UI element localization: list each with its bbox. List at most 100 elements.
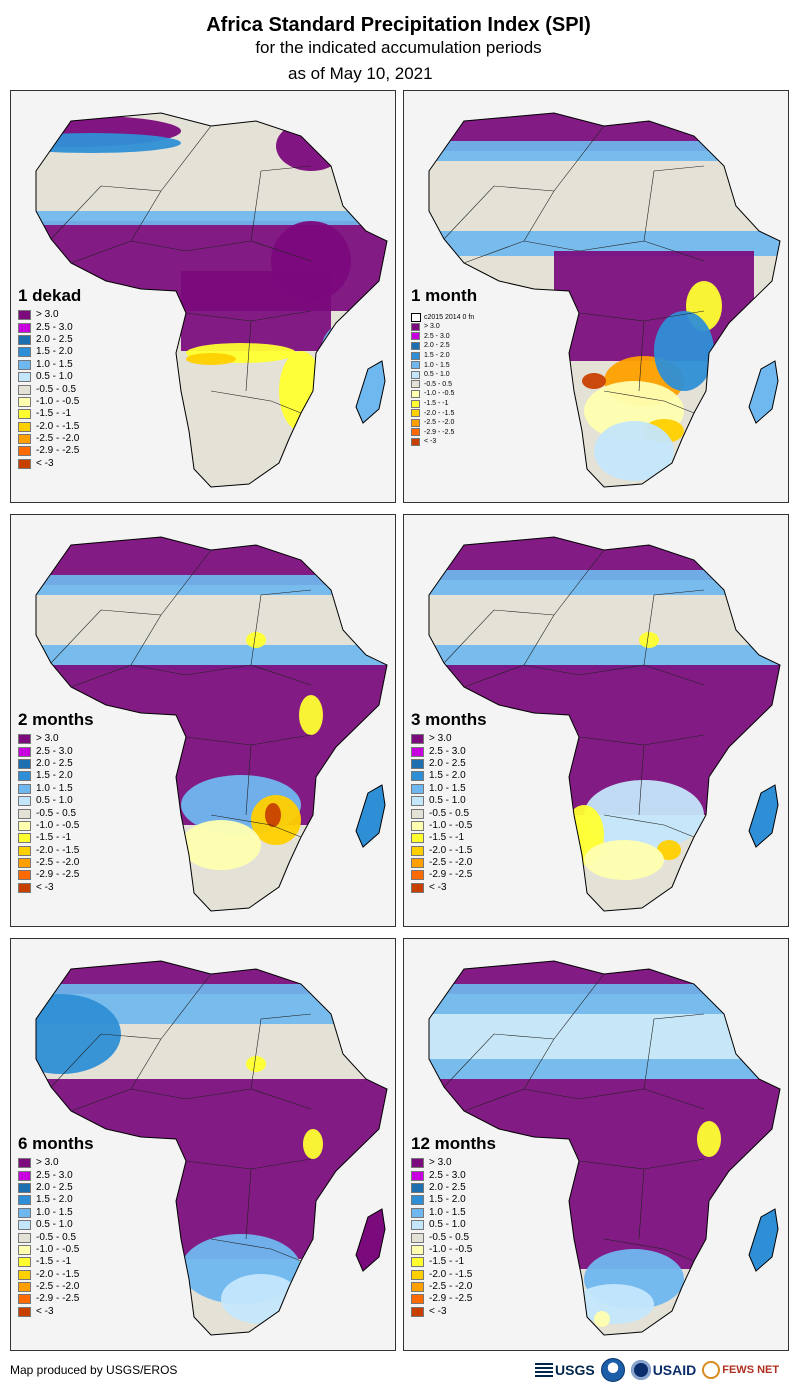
map-panel-3-months: 3 months > 3.0 2.5 - 3.0 2.0 - 2.5 1.5 - 2.… xyxy=(403,514,789,927)
legend-label: -0.5 - 0.5 xyxy=(36,1231,77,1243)
legend-swatch xyxy=(18,421,31,432)
legend-item: -2.0 - -1.5 xyxy=(18,1269,79,1281)
legend-swatch xyxy=(18,1182,31,1193)
map-panel-12-months: 12 months > 3.0 2.5 - 3.0 2.0 - 2.5 1.5 - 2… xyxy=(403,938,789,1351)
legend-item: 2.5 - 3.0 xyxy=(18,1169,79,1181)
legend-swatch xyxy=(411,845,424,856)
legend-label: 1.0 - 1.5 xyxy=(424,361,450,369)
legend-label: -1.0 - -0.5 xyxy=(429,819,473,831)
legend-item: > 3.0 xyxy=(18,1157,79,1169)
legend-item: 1.5 - 2.0 xyxy=(411,351,474,361)
legend-swatch xyxy=(18,1282,31,1293)
legend-swatch xyxy=(18,870,31,881)
legend-swatch xyxy=(18,334,31,345)
legend-label: 1.5 - 2.0 xyxy=(429,1194,466,1206)
legend-label: 2.0 - 2.5 xyxy=(36,333,73,345)
legend-item: 1.0 - 1.5 xyxy=(18,359,79,371)
legend-item: 2.0 - 2.5 xyxy=(411,1182,472,1194)
legend: > 3.0 2.5 - 3.0 2.0 - 2.5 1.5 - 2.0 1.0 - 1.… xyxy=(18,1157,79,1318)
legend-item: 0.5 - 1.0 xyxy=(18,371,79,383)
legend-item: 2.5 - 3.0 xyxy=(18,321,79,333)
legend: > 3.0 2.5 - 3.0 2.0 - 2.5 1.5 - 2.0 1.0 - 1.… xyxy=(411,733,472,894)
legend-item: > 3.0 xyxy=(18,733,79,745)
legend-swatch xyxy=(411,380,420,389)
legend-item: -1.5 - -1 xyxy=(411,832,472,844)
usgs-logo: USGS xyxy=(535,1362,595,1378)
legend-item: -1.0 - -0.5 xyxy=(411,820,472,832)
legend-label: -1.5 - -1 xyxy=(36,408,72,420)
legend-label: 0.5 - 1.0 xyxy=(429,795,466,807)
legend-label: -2.5 - -2.0 xyxy=(429,857,473,869)
legend-label: 0.5 - 1.0 xyxy=(424,371,450,379)
legend-swatch xyxy=(411,341,420,350)
legend-label: -2.9 - -2.5 xyxy=(36,1293,80,1305)
legend-item: -2.9 - -2.5 xyxy=(18,445,79,457)
legend-label: 1.5 - 2.0 xyxy=(429,770,466,782)
legend-item: < -3 xyxy=(18,458,79,470)
legend-swatch xyxy=(411,1294,424,1305)
legend-swatch xyxy=(411,351,420,360)
legend-item: -1.0 - -0.5 xyxy=(411,1244,472,1256)
legend-label: -0.5 - 0.5 xyxy=(36,807,77,819)
legend-label: -0.5 - 0.5 xyxy=(429,807,470,819)
legend-label: < -3 xyxy=(36,457,54,469)
legend-swatch xyxy=(411,1170,424,1181)
legend-swatch xyxy=(18,1269,31,1280)
legend-item: -1.5 - -1 xyxy=(18,408,79,420)
legend-swatch xyxy=(411,1244,424,1255)
legend-swatch xyxy=(411,1207,424,1218)
legend-swatch xyxy=(18,434,31,445)
legend-swatch xyxy=(18,384,31,395)
legend-item: -2.0 - -1.5 xyxy=(411,845,472,857)
legend-item: -1.5 - -1 xyxy=(411,1256,472,1268)
legend-item: > 3.0 xyxy=(411,733,472,745)
legend-item: -1.5 - -1 xyxy=(18,832,79,844)
legend-item: -1.5 - -1 xyxy=(411,399,474,409)
legend-label: 2.5 - 3.0 xyxy=(424,332,450,340)
legend-item: -1.0 - -0.5 xyxy=(18,820,79,832)
footer-credit: Map produced by USGS/EROS xyxy=(10,1363,178,1377)
legend-swatch xyxy=(18,1244,31,1255)
legend-label: -2.0 - -1.5 xyxy=(429,1268,473,1280)
legend-item: 0.5 - 1.0 xyxy=(18,1219,79,1231)
legend-swatch xyxy=(411,1257,424,1268)
fews-net-logo: FEWS NET xyxy=(702,1361,779,1379)
legend-label: -1.5 - -1 xyxy=(429,832,465,844)
legend-label: 2.0 - 2.5 xyxy=(424,342,450,350)
legend-swatch xyxy=(18,409,31,420)
legend-label: -2.5 - -2.0 xyxy=(36,1281,80,1293)
legend-swatch xyxy=(411,399,420,408)
legend-label: 0.5 - 1.0 xyxy=(429,1219,466,1231)
legend-swatch xyxy=(18,1220,31,1231)
period-label: 1 month xyxy=(411,286,478,305)
legend-item: 1.0 - 1.5 xyxy=(18,1207,79,1219)
legend-label: 2.5 - 3.0 xyxy=(429,745,466,757)
legend-swatch xyxy=(411,1195,424,1206)
map-12-months xyxy=(428,960,781,1336)
legend-swatch xyxy=(18,1207,31,1218)
legend-item: 2.5 - 3.0 xyxy=(18,745,79,757)
legend-swatch xyxy=(18,833,31,844)
legend-label: < -3 xyxy=(36,1305,54,1317)
legend-swatch xyxy=(411,1220,424,1231)
map-1-dekad xyxy=(35,112,388,488)
legend-item: 2.0 - 2.5 xyxy=(18,1182,79,1194)
legend-label: 2.0 - 2.5 xyxy=(429,757,466,769)
legend-label: 1.0 - 1.5 xyxy=(429,782,466,794)
legend-item: -2.9 - -2.5 xyxy=(411,869,472,881)
legend-item: -2.0 - -1.5 xyxy=(411,408,474,418)
legend-swatch xyxy=(18,1232,31,1243)
map-panel-6-months: 6 months > 3.0 2.5 - 3.0 2.0 - 2.5 1.5 - 2.… xyxy=(10,938,396,1351)
legend-swatch xyxy=(18,359,31,370)
map-1-month xyxy=(428,112,781,488)
legend-swatch xyxy=(411,783,424,794)
legend-label: -1.0 - -0.5 xyxy=(36,819,80,831)
legend-label: 2.5 - 3.0 xyxy=(36,1169,73,1181)
legend-item: -2.9 - -2.5 xyxy=(18,1293,79,1305)
legend-item: 1.5 - 2.0 xyxy=(411,1194,472,1206)
legend-label: -2.5 - -2.0 xyxy=(36,433,80,445)
legend-label: 1.5 - 2.0 xyxy=(36,770,73,782)
legend-swatch xyxy=(411,734,424,745)
legend-label: -1.0 - -0.5 xyxy=(429,1243,473,1255)
legend-label: > 3.0 xyxy=(36,733,59,745)
